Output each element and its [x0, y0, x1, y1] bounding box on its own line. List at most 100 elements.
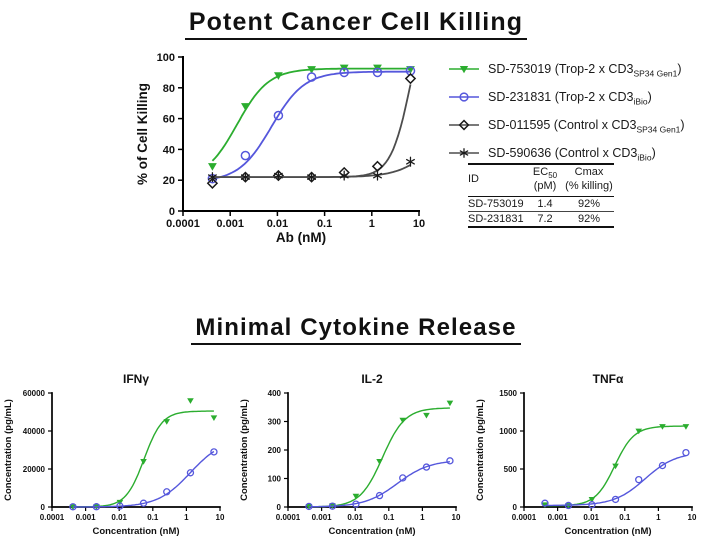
diamond-marker [206, 177, 219, 189]
y-tick-label: 60 [163, 114, 175, 126]
y-tick-label: 80 [163, 83, 175, 95]
circle-marker [635, 475, 643, 484]
ifng-chart: 0.0001 0.001 0.01 0.1 1 10 0 20000 40000 60000 Con… [3, 372, 225, 537]
star-marker [406, 158, 415, 165]
legend-label: SD-011595 (Control x CD3SP34 Gen1) [488, 118, 685, 135]
ec50-table: ID EC50 (pM) Cmax (% killing) SD-753019 … [468, 163, 614, 228]
x-tick-label: 1 [420, 513, 425, 522]
star-marker [459, 150, 469, 156]
x-tick-label: 0.01 [111, 513, 127, 522]
x-tick-label: 1 [184, 513, 189, 522]
triangle-down-marker [399, 417, 407, 424]
legend-item-sd753019: SD-753019 (Trop-2 x CD3SP34 Gen1) [446, 55, 712, 83]
legend-label: SD-231831 (Trop-2 x CD3iBio) [488, 90, 652, 107]
circle-marker [372, 67, 383, 78]
y-tick-label: 100 [157, 52, 175, 64]
x-axis-label: Ab (nM) [276, 230, 326, 245]
legend-item-sd011595: SD-011595 (Control x CD3SP34 Gen1) [446, 111, 712, 139]
y-tick-label: 500 [504, 465, 518, 474]
tnfa-chart: 0.0001 0.001 0.01 0.1 1 10 0 500 1000 1500 Concent… [475, 372, 697, 537]
x-tick-label: 0.001 [312, 513, 333, 522]
y-tick-label: 0 [41, 503, 46, 512]
y-axis-label: Concentration (pg/mL) [239, 399, 250, 501]
triangle-down-marker [423, 412, 430, 419]
triangle-down-marker [459, 65, 469, 74]
cytokine-section-title: Minimal Cytokine Release [0, 314, 712, 345]
triangle-down-marker [210, 415, 218, 421]
y-tick-label: 40 [163, 144, 175, 156]
il2-chart: 0.0001 0.001 0.01 0.1 1 100100200300400Concen… [239, 372, 461, 537]
x-tick-label: 0.001 [548, 513, 569, 522]
table-cell-ec50: 7.2 [537, 212, 553, 225]
table-row: SD-753019 1.4 92% [468, 196, 614, 212]
x-tick-label: 10 [452, 513, 461, 522]
table-cell-ec50: 1.4 [526, 196, 564, 212]
series [305, 400, 454, 510]
circle-marker [116, 502, 124, 510]
circle-marker [139, 499, 148, 507]
x-tick-label: 10 [688, 513, 697, 522]
triangle-down-marker [446, 400, 454, 407]
star-marker [207, 174, 217, 180]
circle-marker [92, 503, 101, 511]
triangle-down-marker [635, 428, 643, 435]
table-row: SD-231831 7.2 92% [468, 211, 614, 227]
circle-marker [541, 499, 549, 507]
chart-legend: SD-753019 (Trop-2 x CD3SP34 Gen1) SD-231… [446, 55, 712, 167]
x-tick-label: 10 [413, 218, 425, 230]
table-header-ec50: EC50 (pM) [526, 164, 564, 197]
circle-marker [352, 500, 360, 508]
triangle-down-marker [274, 72, 283, 80]
table-header-id: ID [468, 164, 526, 197]
star-marker [307, 174, 317, 180]
x-axis-label: Concentration (nM) [92, 526, 179, 537]
star-marker [240, 174, 250, 180]
axes: 0.0001 0.001 0.01 0.1 1 10 0 20000 40000 60000 Con… [3, 389, 225, 537]
chart-title: IL-2 [361, 372, 383, 386]
y-tick-label: 0 [169, 206, 175, 218]
y-tick-label: 40000 [23, 427, 46, 436]
axes: 0.0001 0.001 0.01 0.1 1 100100200300400Concen… [239, 389, 461, 537]
series [69, 448, 218, 511]
triangle-down-marker [241, 103, 250, 111]
circle-marker [422, 463, 431, 471]
diamond-marker-icon [449, 119, 479, 131]
x-tick-label: 0.01 [583, 513, 599, 522]
circle-marker [564, 501, 573, 510]
star-marker [339, 172, 349, 179]
triangle-down-marker [682, 424, 690, 430]
x-tick-label: 0.0001 [512, 513, 537, 522]
y-tick-label: 20000 [23, 465, 46, 474]
x-tick-label: 0.1 [317, 218, 332, 230]
legend-label: SD-590636 (Control x CD3iBio) [488, 146, 656, 163]
triangle-down-marker [208, 163, 217, 171]
circle-marker [186, 469, 195, 477]
x-tick-label: 1 [656, 513, 661, 522]
x-tick-label: 0.1 [383, 513, 395, 522]
triangle-down-marker [376, 459, 383, 465]
series [207, 156, 415, 183]
circle-marker [240, 150, 251, 161]
triangle-down-marker-icon [449, 65, 479, 74]
circle-marker [375, 491, 384, 500]
x-tick-label: 1 [369, 218, 375, 230]
series [305, 457, 454, 511]
y-tick-label: 200 [268, 446, 282, 455]
circle-marker [163, 488, 171, 496]
y-tick-label: 100 [268, 474, 282, 483]
y-tick-label: 0 [277, 503, 282, 512]
table-cell-cmax: 92% [564, 196, 614, 212]
table-cell-id: SD-753019 [468, 196, 526, 212]
fit-curve [212, 84, 412, 178]
chart-title: TNFα [593, 372, 624, 386]
star-marker [373, 172, 382, 179]
axes: 0.0001 0.001 0.01 0.1 1 10 0 500 1000 1500 Concent… [475, 389, 697, 537]
y-axis-label: % of Cell Killing [135, 83, 150, 185]
circle-marker [69, 503, 77, 511]
x-tick-label: 0.001 [76, 513, 97, 522]
fit-curve [72, 450, 215, 508]
circle-marker [339, 67, 349, 78]
circle-marker [210, 448, 218, 456]
x-tick-label: 0.0001 [40, 513, 65, 522]
circle-marker [658, 461, 667, 470]
